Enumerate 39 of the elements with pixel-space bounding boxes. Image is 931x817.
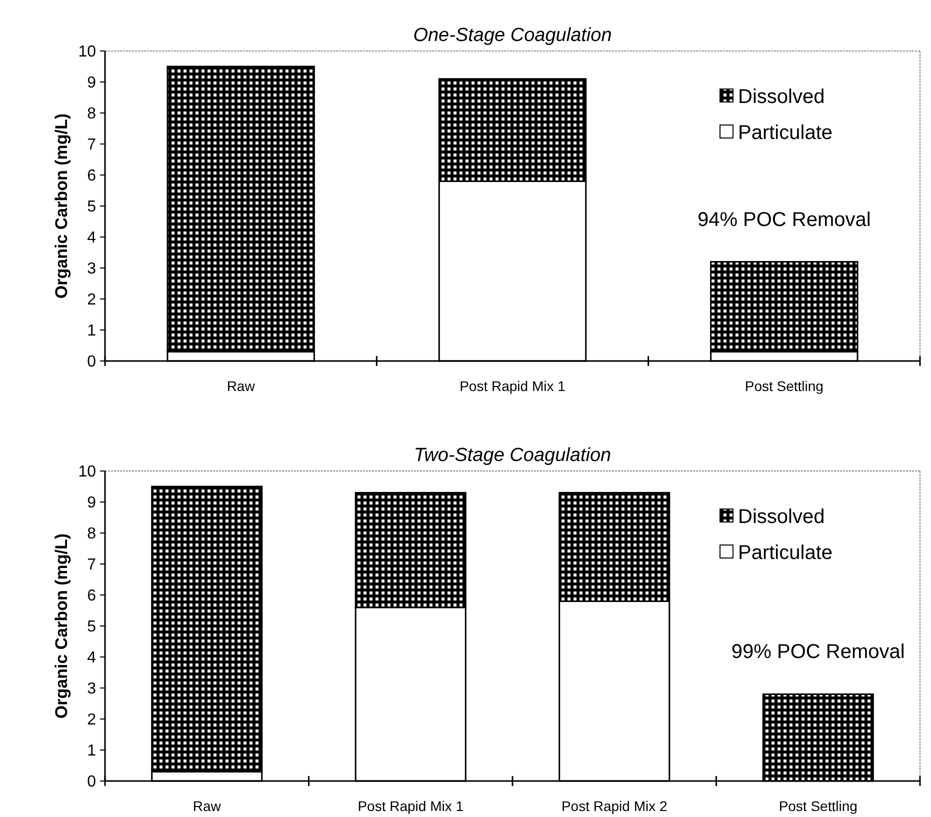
- x-tick-label: Post Settling: [778, 798, 858, 814]
- y-tick-label: 4: [87, 230, 96, 247]
- y-tick-label: 6: [87, 168, 96, 185]
- y-tick-label: 3: [87, 680, 96, 698]
- y-tick-label: 5: [87, 618, 96, 636]
- chart-title: Two-Stage Coagulation: [414, 445, 612, 466]
- x-tick-label: Raw: [192, 798, 222, 814]
- chart-title: One-Stage Coagulation: [413, 25, 612, 46]
- legend-label: Particulate: [738, 122, 832, 144]
- y-tick-label: 2: [87, 712, 96, 729]
- annotation: 94% POC Removal: [697, 208, 871, 231]
- y-tick-label: 7: [87, 136, 96, 154]
- y-tick-label: 2: [87, 292, 96, 309]
- y-tick-label: 0: [87, 774, 96, 791]
- y-axis-title: Organic Carbon (mg/L): [52, 533, 71, 719]
- x-tick-label: Post Rapid Mix 1: [460, 378, 566, 394]
- y-tick-label: 9: [87, 74, 96, 92]
- legend-label: Dissolved: [738, 86, 825, 108]
- y-axis-title: Organic Carbon (mg/L): [52, 113, 71, 299]
- y-tick-label: 8: [87, 106, 96, 123]
- x-tick-label: Raw: [226, 378, 256, 394]
- y-tick-label: 1: [87, 322, 96, 340]
- y-tick-label: 5: [87, 198, 96, 216]
- y-tick-label: 1: [87, 742, 96, 760]
- legend-label: Dissolved: [738, 506, 825, 528]
- x-tick-label: Post Settling: [744, 378, 824, 394]
- x-tick-label: Post Rapid Mix 2: [561, 798, 668, 814]
- y-tick-label: 6: [87, 588, 96, 605]
- y-tick-label: 0: [87, 354, 96, 371]
- annotation: 99% POC Removal: [731, 641, 905, 664]
- y-tick-label: 7: [87, 556, 96, 574]
- y-tick-label: 4: [87, 650, 96, 667]
- y-tick-label: 3: [87, 260, 96, 278]
- y-tick-label: 9: [87, 494, 96, 512]
- y-tick-label: 8: [87, 526, 96, 543]
- y-tick-label: 10: [78, 44, 96, 61]
- legend-label: Particulate: [738, 542, 832, 564]
- y-tick-label: 10: [78, 464, 96, 481]
- x-tick-label: Post Rapid Mix 1: [358, 798, 464, 814]
